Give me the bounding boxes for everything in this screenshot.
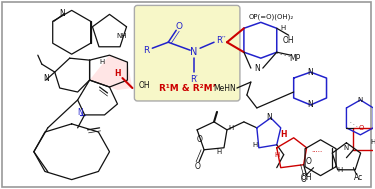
Text: H: H <box>280 130 287 139</box>
Text: ·····: ····· <box>311 149 322 155</box>
Text: OH: OH <box>138 81 150 90</box>
Text: .: . <box>356 123 357 128</box>
Text: NH: NH <box>116 33 127 39</box>
Text: R′: R′ <box>190 75 198 84</box>
Text: ·: · <box>83 88 84 93</box>
Text: OH: OH <box>283 36 294 45</box>
Text: H: H <box>280 25 285 31</box>
Text: R: R <box>143 46 150 55</box>
Text: N: N <box>43 74 49 83</box>
Text: O: O <box>176 22 183 31</box>
Polygon shape <box>90 55 132 90</box>
Text: H: H <box>252 142 258 148</box>
Text: H: H <box>274 152 279 158</box>
Text: .: . <box>350 119 351 124</box>
Text: ·: · <box>86 83 87 88</box>
Text: N: N <box>344 145 349 151</box>
Text: N: N <box>308 68 314 77</box>
Text: O: O <box>358 125 364 131</box>
Text: .: . <box>284 51 286 57</box>
Text: N: N <box>59 9 64 18</box>
Text: H: H <box>370 139 375 145</box>
Text: O: O <box>194 162 200 171</box>
Text: ·: · <box>77 98 78 102</box>
Text: H: H <box>228 125 234 131</box>
FancyBboxPatch shape <box>134 5 240 101</box>
Text: N: N <box>358 97 363 103</box>
Text: O: O <box>196 135 202 144</box>
Text: ·: · <box>89 77 90 83</box>
Text: .: . <box>358 125 360 130</box>
Text: OP(=O)(OH)₂: OP(=O)(OH)₂ <box>248 13 293 20</box>
Text: N: N <box>190 47 198 57</box>
Text: R¹M & R²M’: R¹M & R²M’ <box>159 84 216 93</box>
Text: N: N <box>77 108 82 117</box>
Text: N: N <box>254 64 260 73</box>
Text: MP: MP <box>289 54 300 63</box>
Text: H: H <box>99 59 104 65</box>
Text: H: H <box>338 167 343 173</box>
Text: H: H <box>114 69 121 78</box>
Text: OH: OH <box>301 173 312 182</box>
FancyBboxPatch shape <box>2 2 371 187</box>
Text: O: O <box>306 157 312 166</box>
Text: .: . <box>352 121 354 126</box>
Text: .: . <box>280 50 282 56</box>
Text: R′′: R′′ <box>216 36 226 45</box>
Text: .: . <box>276 49 278 55</box>
Text: H: H <box>216 149 222 155</box>
Text: MeHN: MeHN <box>214 84 236 93</box>
Text: .: . <box>288 52 290 58</box>
Text: Ac: Ac <box>354 173 363 182</box>
Text: O: O <box>301 175 307 184</box>
Text: ·: · <box>80 92 81 98</box>
Text: N: N <box>308 100 314 109</box>
Text: N: N <box>266 113 272 122</box>
